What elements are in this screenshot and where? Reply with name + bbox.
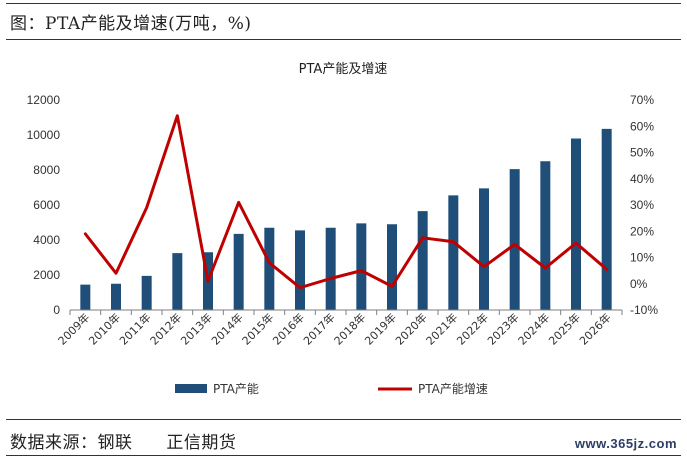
x-tick-label: 2011年 bbox=[116, 310, 153, 347]
x-tick-label: 2020年 bbox=[392, 310, 429, 347]
x-tick-label: 2015年 bbox=[239, 310, 276, 347]
x-tick-label: 2026年 bbox=[576, 310, 613, 347]
x-tick-label: 2022年 bbox=[454, 310, 491, 347]
bottom-rule bbox=[6, 455, 681, 456]
legend-bar-swatch bbox=[175, 384, 207, 393]
publisher-name: 正信期货 bbox=[166, 433, 237, 453]
bar bbox=[571, 138, 581, 310]
top-rule bbox=[6, 3, 681, 4]
y-left-tick-label: 10000 bbox=[27, 128, 61, 142]
x-tick-label: 2010年 bbox=[86, 310, 123, 347]
y-right-tick-label: 20% bbox=[630, 224, 654, 238]
axes: 0 2000 4000 6000 8000 10000 12000 -10% 0% 10% 20% 3… bbox=[27, 93, 659, 348]
y-left-tick-label: 12000 bbox=[27, 93, 61, 107]
x-tick-label: 2009年 bbox=[55, 310, 92, 347]
y-left-tick-label: 6000 bbox=[33, 198, 60, 212]
x-tick-label: 2024年 bbox=[515, 310, 552, 347]
bar bbox=[509, 169, 520, 310]
legend-line-label: PTA产能增速 bbox=[418, 382, 488, 396]
x-tick-label: 2014年 bbox=[208, 310, 245, 347]
y-right-tick-label: -10% bbox=[630, 303, 658, 317]
header-rule bbox=[6, 39, 681, 40]
source-label: 数据来源：钢联 bbox=[10, 433, 133, 453]
y-right-tick-label: 40% bbox=[630, 172, 654, 186]
chart-title: PTA产能及增速 bbox=[299, 62, 388, 77]
bar bbox=[601, 128, 612, 310]
bar bbox=[417, 211, 428, 310]
y-right-tick-label: 50% bbox=[630, 146, 654, 160]
line-series bbox=[83, 114, 609, 290]
y-left-tick-label: 0 bbox=[53, 303, 60, 317]
y-right-tick-label: 60% bbox=[630, 119, 654, 133]
x-tick-label: 2012年 bbox=[147, 310, 184, 347]
footer-rule bbox=[6, 419, 681, 420]
bar bbox=[325, 227, 336, 310]
figure-caption: 图：PTA产能及增速(万吨，%) bbox=[10, 14, 252, 34]
bar bbox=[172, 253, 183, 310]
x-tick-label: 2016年 bbox=[270, 310, 307, 347]
bar bbox=[233, 233, 244, 310]
x-tick-label: 2023年 bbox=[484, 310, 521, 347]
bar-series bbox=[80, 128, 612, 310]
bar bbox=[356, 223, 367, 310]
x-tick-label: 2025年 bbox=[546, 310, 583, 347]
y-right-tick-label: 0% bbox=[630, 277, 648, 291]
x-tick-label: 2017年 bbox=[300, 310, 337, 347]
x-tick-label: 2019年 bbox=[362, 310, 399, 347]
growth-line bbox=[83, 114, 609, 290]
y-left-tick-label: 8000 bbox=[33, 163, 60, 177]
bar bbox=[387, 224, 397, 310]
watermark: www.365jz.com bbox=[574, 436, 677, 451]
bar bbox=[264, 227, 275, 310]
bar bbox=[141, 275, 152, 310]
legend: PTA产能 PTA产能增速 bbox=[175, 382, 488, 396]
y-right-tick-label: 30% bbox=[630, 198, 654, 212]
bar bbox=[295, 230, 305, 310]
bar bbox=[540, 161, 551, 310]
bar bbox=[479, 188, 489, 310]
source-note: 数据来源：钢联 正信期货 bbox=[10, 428, 264, 453]
bar bbox=[80, 284, 91, 310]
y-left-tick-label: 2000 bbox=[33, 268, 60, 282]
x-tick-label: 2021年 bbox=[423, 310, 460, 347]
x-tick-label: 2018年 bbox=[331, 310, 368, 347]
x-tick-label: 2013年 bbox=[178, 310, 215, 347]
legend-bar-label: PTA产能 bbox=[213, 382, 259, 396]
y-right-tick-label: 10% bbox=[630, 251, 654, 265]
y-left-tick-label: 4000 bbox=[33, 233, 60, 247]
y-right-tick-label: 70% bbox=[630, 93, 654, 107]
bar bbox=[448, 195, 459, 310]
bar bbox=[111, 283, 121, 310]
